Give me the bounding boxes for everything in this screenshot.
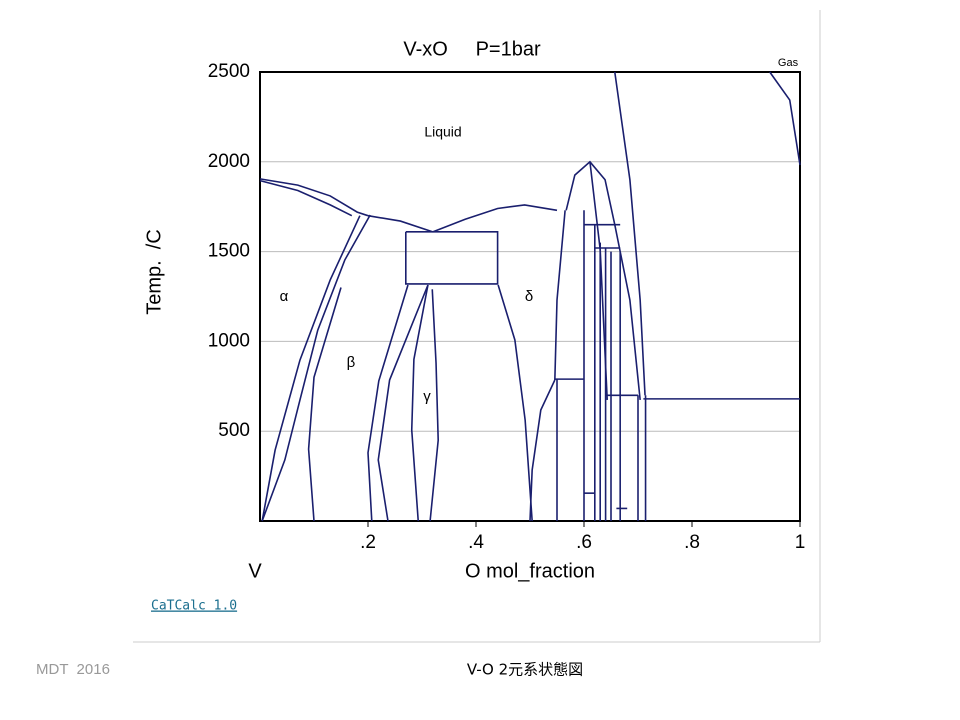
y-tick-label: 1000 [208,330,250,351]
chart-title: V-xO P=1bar [403,38,541,60]
phase-boundary [410,284,429,522]
phase-boundary [307,287,342,522]
link[interactable]: CaTCalc 1.0 [151,599,237,614]
phase-boundary [529,379,556,522]
x-tick-label: .4 [468,532,484,553]
phase-boundary [377,284,429,522]
plot: 500 1000 1500 2000 2500 .2 .4 .6 .8 1 Liquid α β γ δ Ga… [208,57,806,553]
phase-boundary [259,178,369,217]
phase-boundary [565,160,641,401]
y-axis-label: Temp. /C [143,229,165,315]
x-tick-label: .2 [360,532,376,553]
x-axis-label: O mol_fraction [465,560,595,582]
annotation: γ [423,388,431,405]
phase-boundary [367,284,409,522]
phase-boundary [497,284,533,522]
y-tick-label: 1500 [208,241,250,262]
y-tick-label: 2000 [208,151,250,172]
x-tick-label: .6 [576,532,592,553]
phase-boundary [405,231,499,285]
annotation: β [347,354,356,371]
annotation: Liquid [424,124,461,140]
phase-boundary [554,210,566,381]
phase-boundary [261,215,361,522]
phase-boundary [432,204,558,233]
phase-boundary [429,289,440,522]
annotation: Gas [778,57,799,69]
phase-boundary [259,179,353,217]
phase-boundary [261,214,371,522]
footer-left: MDT 2016 [36,661,110,678]
annotation: δ [525,288,533,305]
y-tick-label: 500 [218,420,250,441]
phase-boundary [769,71,801,166]
phase-boundary [367,214,434,233]
x-start-label: V [248,560,262,582]
x-tick-label: .8 [684,532,700,553]
annotation: α [280,288,289,305]
phase-boundary [589,161,609,400]
phase-boundary [613,71,646,396]
footer-center: V-O 2元系状態図 [467,661,583,679]
x-tick-label: 1 [795,532,806,553]
y-tick-label: 2500 [208,61,250,82]
